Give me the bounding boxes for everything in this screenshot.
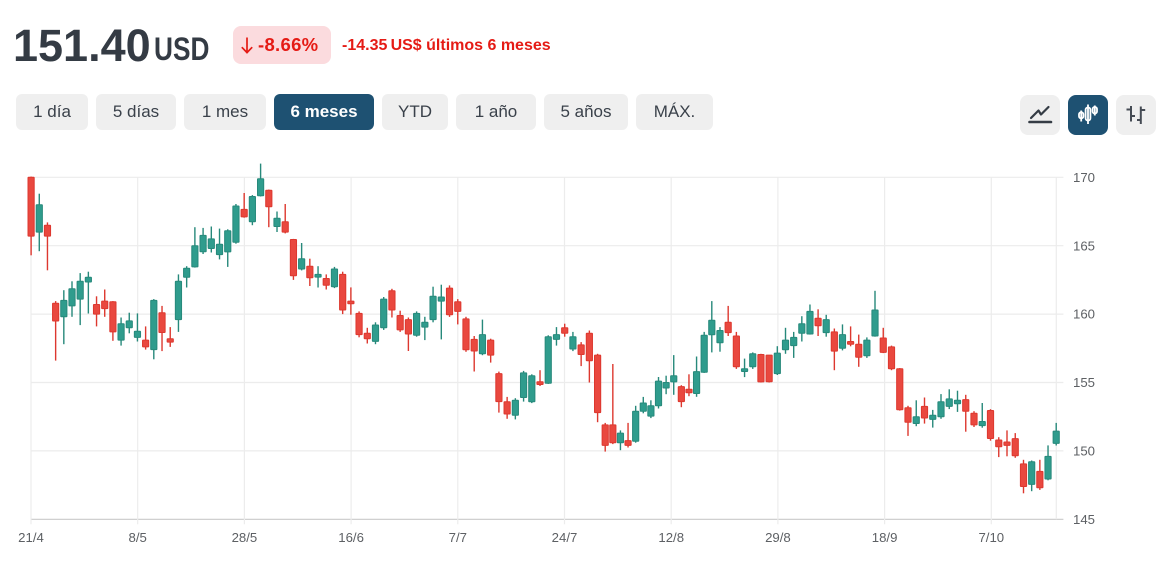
svg-text:165: 165 [1073,238,1095,253]
svg-text:16/6: 16/6 [338,530,364,545]
svg-text:24/7: 24/7 [552,530,578,545]
svg-text:145: 145 [1073,512,1095,527]
svg-text:21/4: 21/4 [18,530,44,545]
svg-text:29/8: 29/8 [765,530,791,545]
svg-text:7/10: 7/10 [978,530,1004,545]
svg-text:150: 150 [1073,444,1095,459]
svg-text:160: 160 [1073,307,1095,322]
svg-text:170: 170 [1073,170,1095,185]
svg-text:7/7: 7/7 [449,530,467,545]
svg-text:8/5: 8/5 [129,530,147,545]
svg-text:155: 155 [1073,375,1095,390]
svg-text:28/5: 28/5 [232,530,258,545]
svg-text:12/8: 12/8 [658,530,684,545]
svg-text:18/9: 18/9 [872,530,898,545]
